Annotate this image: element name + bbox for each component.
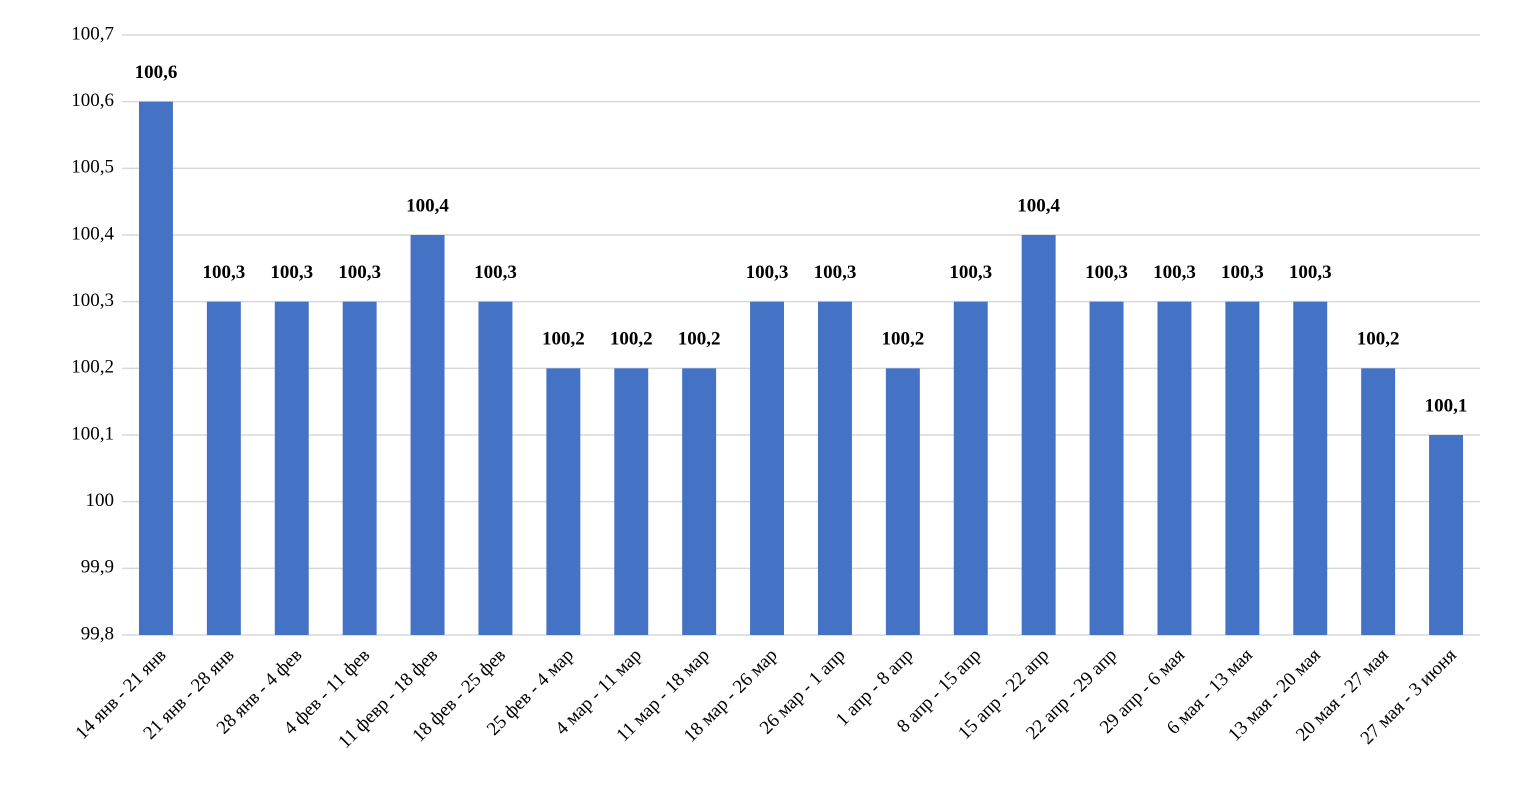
value-label: 100,3 (338, 262, 381, 283)
bar (750, 301, 785, 635)
value-label: 100,3 (1153, 262, 1196, 283)
bar (546, 368, 581, 635)
value-label: 100,3 (270, 262, 313, 283)
value-label: 100,3 (474, 262, 517, 283)
y-tick-label: 100,3 (71, 290, 114, 311)
value-label: 100,2 (881, 329, 924, 350)
value-label: 100,3 (202, 262, 245, 283)
bar (817, 301, 852, 635)
bar (1293, 301, 1328, 635)
value-label: 100,1 (1425, 395, 1468, 416)
bar (614, 368, 649, 635)
value-label: 100,3 (746, 262, 789, 283)
value-label: 100,2 (542, 329, 585, 350)
value-label: 100,4 (406, 195, 449, 216)
y-tick-label: 99,9 (81, 557, 114, 578)
value-label: 100,3 (1085, 262, 1128, 283)
bar (1225, 301, 1260, 635)
value-label: 100,3 (1289, 262, 1332, 283)
bar (274, 301, 309, 635)
y-tick-label: 100,6 (71, 90, 114, 111)
bar (682, 368, 717, 635)
y-tick-label: 99,8 (81, 623, 114, 644)
value-label: 100,2 (1357, 329, 1400, 350)
bar (410, 235, 445, 635)
bar (1021, 235, 1056, 635)
y-tick-label: 100,2 (71, 357, 114, 378)
bar (478, 301, 513, 635)
value-label: 100,3 (1221, 262, 1264, 283)
value-label: 100,4 (1017, 195, 1060, 216)
bar (342, 301, 377, 635)
bar (1429, 435, 1464, 635)
y-tick-label: 100,4 (71, 223, 114, 244)
value-label: 100,3 (814, 262, 857, 283)
value-label: 100,6 (135, 62, 178, 83)
value-label: 100,2 (678, 329, 721, 350)
bar (1157, 301, 1192, 635)
value-label: 100,3 (949, 262, 992, 283)
y-tick-label: 100 (86, 490, 115, 511)
bar (1089, 301, 1124, 635)
bar (885, 368, 920, 635)
y-tick-label: 100,1 (71, 423, 114, 444)
bar (206, 301, 241, 635)
value-label: 100,2 (610, 329, 653, 350)
bar (953, 301, 988, 635)
bar (1361, 368, 1396, 635)
y-tick-label: 100,7 (71, 23, 114, 44)
y-tick-label: 100,5 (71, 157, 114, 178)
bar (138, 101, 173, 635)
